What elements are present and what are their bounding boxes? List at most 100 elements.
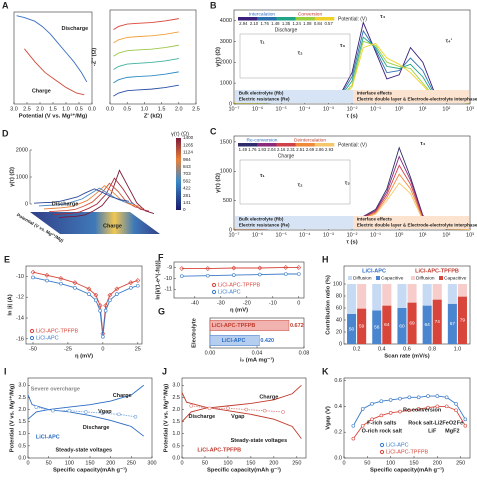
bar-segment bbox=[407, 284, 417, 303]
x-tick-label: 0 bbox=[180, 460, 183, 466]
band-label: Electric double layer & Electrode-electr… bbox=[357, 223, 477, 228]
x-tick-label: 100 bbox=[386, 460, 395, 466]
legend-swatch bbox=[348, 276, 352, 280]
y-tick-label: 3.0 bbox=[172, 383, 180, 389]
marker bbox=[296, 272, 301, 276]
bar bbox=[209, 320, 290, 331]
annotation: τ₃ bbox=[345, 180, 350, 186]
annotation: Severe overcharge bbox=[31, 387, 80, 393]
y-axis-label: Vgap (V) bbox=[326, 406, 332, 430]
y-tick-label: 0.4 bbox=[334, 404, 342, 410]
colorbar-title: Potential: (V) bbox=[338, 16, 367, 22]
x-tick-label: -30 bbox=[217, 300, 225, 306]
marker bbox=[426, 394, 430, 398]
colorbar-title: Potential: (V) bbox=[338, 142, 367, 148]
bar-segment bbox=[432, 299, 442, 344]
x-tick-label: 50 bbox=[46, 460, 52, 466]
inset-frame bbox=[239, 159, 351, 205]
series-line bbox=[113, 84, 179, 97]
band-interface bbox=[353, 90, 469, 103]
x-tick-label: 150 bbox=[246, 460, 255, 466]
series-line bbox=[16, 15, 88, 83]
x-tick-label: 0.08 bbox=[299, 350, 310, 356]
annotation: τ₁ bbox=[260, 39, 265, 45]
panel-letter: G bbox=[158, 306, 165, 316]
colorbar-segment bbox=[276, 143, 296, 147]
value-label: 56 bbox=[374, 324, 380, 330]
y-tick-label: 1.5 bbox=[172, 419, 180, 425]
x-axis-label: η (mV) bbox=[230, 308, 248, 314]
surface-line bbox=[58, 169, 155, 219]
bar-segment bbox=[432, 284, 442, 300]
band-label: Interface effects bbox=[357, 217, 393, 222]
bar bbox=[209, 335, 260, 346]
series-line bbox=[181, 384, 302, 422]
x-tick-label: 1.5 bbox=[49, 106, 57, 112]
series-line bbox=[32, 271, 138, 334]
annotation: τ₄ bbox=[420, 141, 425, 147]
marker bbox=[97, 303, 103, 308]
x-tick-label: 10⁻⁷ bbox=[228, 231, 239, 238]
x-tick-label: 10² bbox=[442, 106, 450, 112]
legend-swatch bbox=[29, 328, 35, 334]
y-tick-label: 4000 bbox=[220, 18, 232, 24]
marker bbox=[129, 286, 133, 290]
y-tick-label: 100 bbox=[333, 281, 342, 287]
annotation: Charge bbox=[32, 89, 51, 95]
colorbar-stage: Conversion bbox=[298, 11, 323, 17]
x-tick-label: 0.8 bbox=[428, 346, 436, 352]
colorbar-segment bbox=[257, 143, 277, 147]
z-tick-label: 1000 bbox=[16, 174, 28, 180]
band-interface bbox=[353, 216, 469, 229]
legend-swatch bbox=[439, 276, 443, 280]
x-tick-label: 10⁻¹ bbox=[370, 232, 381, 238]
colorbar-tick: 843 bbox=[183, 164, 191, 169]
x-tick-label: 300 bbox=[147, 460, 156, 466]
marker bbox=[207, 406, 212, 411]
marker bbox=[398, 396, 402, 401]
y-tick-label: 40 bbox=[336, 317, 342, 323]
bar-segment bbox=[397, 308, 407, 344]
marker bbox=[34, 405, 39, 409]
legend-label: Capacitive bbox=[381, 275, 404, 281]
marker bbox=[257, 265, 263, 271]
plot-frame bbox=[181, 377, 307, 459]
series-line bbox=[181, 273, 299, 277]
annotation: Rock salt-Li2FeO2 bbox=[408, 420, 456, 426]
y-tick-label: 2.0 bbox=[172, 407, 180, 413]
z-tick-label: 0 bbox=[25, 201, 28, 207]
z-axis-label: γ(τ) (Ω) bbox=[10, 167, 16, 187]
x-axis-label: i₀ (mA mg⁻¹) bbox=[240, 357, 274, 364]
annotation: Vgap bbox=[231, 414, 245, 420]
marker bbox=[93, 292, 99, 298]
colorbar-label: 2.04 bbox=[267, 147, 276, 152]
x-tick-label: 10⁰ bbox=[395, 231, 404, 238]
x-tick-label: 0.0 bbox=[88, 106, 96, 112]
y-tick-label: -10 bbox=[164, 276, 172, 282]
annotation: τ₃ bbox=[340, 43, 345, 49]
marker bbox=[454, 408, 458, 413]
marker bbox=[231, 265, 237, 271]
x-tick-label: 100 bbox=[223, 460, 232, 466]
band-label: Bulk electrolyte (Rb) bbox=[239, 217, 284, 222]
annotation: Charge bbox=[103, 223, 122, 229]
marker bbox=[128, 280, 134, 286]
marker bbox=[360, 423, 365, 428]
marker bbox=[136, 283, 140, 288]
bar-segment bbox=[357, 284, 367, 309]
x-axis-label: Specific capacity(mAh g⁻¹) bbox=[370, 467, 444, 474]
x-tick-label: 0 bbox=[297, 300, 300, 306]
marker bbox=[59, 281, 63, 286]
annotation: Fe bbox=[457, 420, 463, 426]
x-tick-label: 0 bbox=[101, 346, 104, 352]
colorbar-label: 2.31 bbox=[287, 147, 296, 152]
annotation: Vgap bbox=[98, 409, 112, 415]
y-tick-label: 20 bbox=[336, 329, 342, 335]
x-tick-label: 10⁰ bbox=[395, 105, 404, 112]
colorbar-segment bbox=[238, 17, 258, 21]
panel-letter: J bbox=[162, 366, 167, 376]
colorbar-label: 1.08 bbox=[303, 21, 312, 26]
x-tick-label: 200 bbox=[106, 460, 115, 466]
annotation: Re-conversion bbox=[403, 407, 442, 413]
y-tick-label: 2.5 bbox=[172, 395, 180, 401]
